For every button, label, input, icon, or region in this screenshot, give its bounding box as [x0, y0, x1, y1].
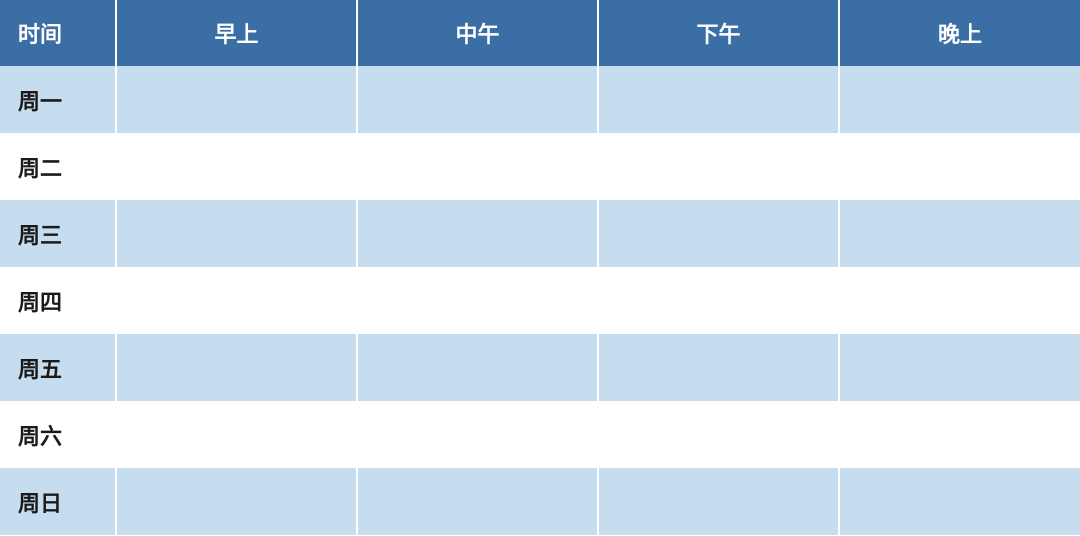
cell-mon-afternoon [598, 66, 839, 133]
day-label-mon: 周一 [0, 66, 116, 133]
cell-wed-morning [116, 200, 357, 267]
header-morning: 早上 [116, 0, 357, 66]
table-row: 周一 [0, 66, 1080, 133]
header-evening: 晚上 [839, 0, 1080, 66]
day-label-thu: 周四 [0, 267, 116, 334]
table-header-row: 时间 早上 中午 下午 晚上 [0, 0, 1080, 66]
header-noon: 中午 [357, 0, 598, 66]
header-afternoon: 下午 [598, 0, 839, 66]
cell-fri-morning [116, 334, 357, 401]
cell-sat-afternoon [598, 401, 839, 468]
cell-sun-noon [357, 468, 598, 535]
cell-thu-afternoon [598, 267, 839, 334]
cell-sun-evening [839, 468, 1080, 535]
day-label-sat: 周六 [0, 401, 116, 468]
cell-wed-evening [839, 200, 1080, 267]
cell-sat-evening [839, 401, 1080, 468]
cell-mon-evening [839, 66, 1080, 133]
cell-mon-noon [357, 66, 598, 133]
table-row: 周三 [0, 200, 1080, 267]
cell-mon-morning [116, 66, 357, 133]
cell-fri-noon [357, 334, 598, 401]
day-label-tue: 周二 [0, 133, 116, 200]
cell-sat-noon [357, 401, 598, 468]
cell-wed-afternoon [598, 200, 839, 267]
cell-thu-evening [839, 267, 1080, 334]
cell-thu-morning [116, 267, 357, 334]
table-body: 周一 周二 周三 周四 周五 [0, 66, 1080, 535]
cell-wed-noon [357, 200, 598, 267]
cell-sat-morning [116, 401, 357, 468]
cell-tue-noon [357, 133, 598, 200]
cell-fri-afternoon [598, 334, 839, 401]
cell-sun-morning [116, 468, 357, 535]
table-row: 周二 [0, 133, 1080, 200]
day-label-wed: 周三 [0, 200, 116, 267]
header-time: 时间 [0, 0, 116, 66]
cell-sun-afternoon [598, 468, 839, 535]
schedule-table: 时间 早上 中午 下午 晚上 周一 周二 周三 [0, 0, 1080, 535]
cell-tue-evening [839, 133, 1080, 200]
cell-tue-afternoon [598, 133, 839, 200]
table-row: 周六 [0, 401, 1080, 468]
table-row: 周四 [0, 267, 1080, 334]
day-label-fri: 周五 [0, 334, 116, 401]
table-row: 周日 [0, 468, 1080, 535]
cell-tue-morning [116, 133, 357, 200]
cell-fri-evening [839, 334, 1080, 401]
cell-thu-noon [357, 267, 598, 334]
day-label-sun: 周日 [0, 468, 116, 535]
table-row: 周五 [0, 334, 1080, 401]
